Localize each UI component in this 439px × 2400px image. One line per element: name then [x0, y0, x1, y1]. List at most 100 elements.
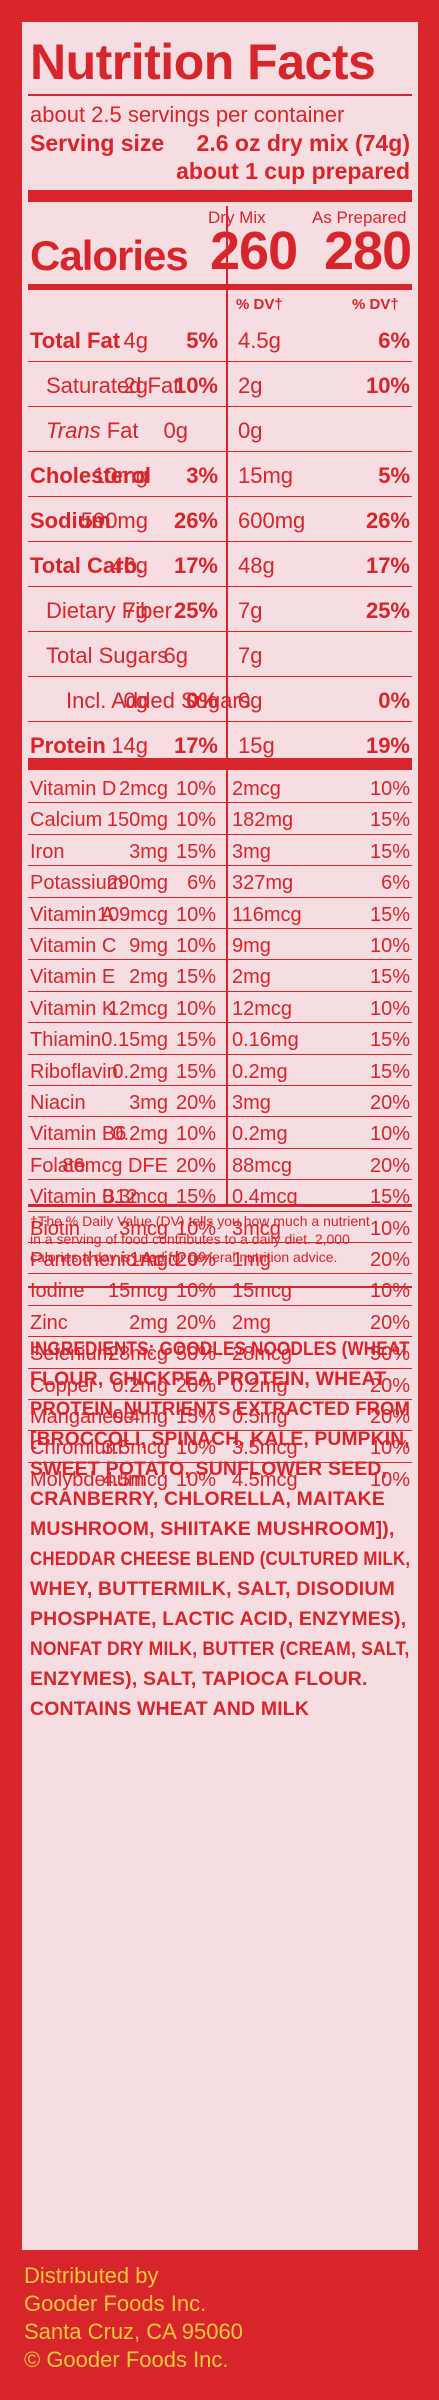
ingredients-divider [28, 1286, 412, 1288]
vitamin-row: Chromium 3.5mcg 10% 3.5mcg 10% [22, 1431, 418, 1462]
prepared-amount: 12mcg [232, 997, 293, 1020]
dry-mix-amount: 0g [163, 418, 188, 443]
prepared-amount: 116mcg [232, 903, 302, 926]
vitamin-row: Pantothenic Acid 1mg 20% 1mg 20% [22, 1243, 418, 1274]
row-divider [28, 721, 412, 722]
vitamin-row: Selenium 28mcg 50% 28mcg 50% [22, 1337, 418, 1368]
vitamin-label: Thiamin [30, 1029, 102, 1052]
vitamin-label: Vitamin D [30, 778, 117, 800]
prepared-amount: 0.2mg [232, 1060, 288, 1083]
dry-mix-amount: 0.2mg [112, 1123, 168, 1146]
vitamin-row: Riboflavin 0.2mg 15% 0.2mg 15% [22, 1055, 418, 1086]
vitamin-row: Vitamin K 12mcg 10% 12mcg 10% [22, 992, 418, 1023]
prepared-dv: 15% [369, 966, 410, 989]
prepared-dv: 15% [369, 840, 410, 863]
dry-mix-dv: 17% [173, 733, 218, 758]
row-divider [28, 451, 412, 452]
prepared-amount: 4.5mcg [232, 1468, 298, 1491]
prepared-dv: 10% [369, 1280, 410, 1303]
row-divider [28, 631, 412, 632]
dry-mix-amount: 14g [111, 733, 148, 758]
row-divider [28, 802, 412, 804]
nutrition-facts-panel: Nutrition Facts about 2.5 servings per c… [22, 22, 418, 2250]
column-header-as-prepared: As Prepared [312, 208, 407, 227]
nutrient-row: Total Carb. 46g 17% 48g 17% [22, 543, 418, 585]
vitamin-label: Molybdenum [30, 1468, 145, 1491]
nutrient-label: Incl. Added Sugars [66, 688, 251, 713]
dry-mix-amount: 15mcg [107, 1280, 168, 1303]
calories-dry-mix: 260 [210, 221, 298, 281]
prepared-amount: 88mcg [232, 1154, 293, 1177]
column-header-dry-mix: Dry Mix [208, 208, 266, 227]
prepared-amount: 0g [238, 688, 263, 713]
prepared-amount: 48g [238, 553, 275, 578]
prepared-dv: 20% [369, 1311, 410, 1334]
row-divider [28, 1367, 412, 1369]
row-divider [28, 1430, 412, 1432]
dry-mix-dv: 20% [175, 1154, 216, 1177]
divider [28, 94, 412, 96]
prepared-dv: 15% [369, 903, 410, 926]
dry-mix-dv: 15% [175, 1186, 216, 1209]
prepared-amount: 15mg [238, 463, 294, 488]
footnote-line: calories a day is used for general nutri… [30, 1249, 338, 1265]
dry-mix-amount: 0.4mg [112, 1406, 168, 1428]
dry-mix-amount: 2mg [129, 966, 168, 989]
row-divider [28, 1179, 412, 1181]
prepared-dv: 15% [369, 1060, 410, 1083]
dry-mix-amount: 86mcg DFE [62, 1154, 168, 1177]
vitamin-row: Potassium 290mg 6% 327mg 6% [22, 866, 418, 897]
row-divider [28, 896, 412, 898]
dry-mix-dv: 10% [175, 903, 216, 926]
row-divider [28, 865, 412, 867]
ingredients-line: NONFAT DRY MILK, BUTTER (CREAM, SALT, [30, 1638, 410, 1660]
servings-per-container: about 2.5 servings per container [30, 102, 345, 127]
ingredients-line: FLOUR, CHICKPEA PROTEIN, WHEAT [30, 1368, 387, 1390]
dry-mix-dv: 20% [175, 1374, 216, 1397]
vitamin-label: Biotin [30, 1217, 81, 1240]
row-divider [28, 496, 412, 497]
thick-divider [28, 190, 412, 202]
prepared-dv: 6% [381, 872, 410, 895]
prepared-amount: 3mg [232, 1092, 271, 1114]
vitamin-row: Vitamin E 2mg 15% 2mg 15% [22, 960, 418, 991]
nutrient-label: Protein [30, 733, 106, 758]
prepared-dv: 10% [369, 1217, 410, 1240]
nutrient-row: Sodium 590mg 26% 600mg 26% [22, 498, 418, 540]
prepared-dv: 6% [378, 328, 410, 353]
vitamin-row: Folate 86mcg DFE 20% 88mcg 20% [22, 1149, 418, 1180]
dry-mix-amount: 0.2mg [112, 1060, 168, 1083]
vitamin-row: Vitamin B12 0.3mcg 15% 0.4mcg 15% [22, 1180, 418, 1211]
dry-mix-amount: 6g [163, 643, 188, 668]
dry-mix-dv: 10% [175, 1468, 216, 1491]
row-divider [28, 1242, 412, 1243]
dry-mix-amount: 2g [123, 373, 148, 398]
ingredients-line: PROTEIN, NUTRIENTS EXTRACTED FROM [30, 1398, 411, 1420]
nutrient-label: Total Sugars [46, 643, 169, 668]
dry-mix-amount: 0g [123, 688, 148, 713]
nutrient-label: Saturated Fat [46, 373, 180, 398]
prepared-amount: 600mg [238, 508, 306, 533]
nutrient-row: Total Fat 4g 5% 4.5g 6% [22, 318, 418, 360]
vitamin-row: Manganese 0.4mg 15% 0.5mg 20% [22, 1400, 418, 1431]
vitamin-label: Niacin [30, 1092, 86, 1114]
dry-mix-dv: 15% [175, 1406, 216, 1428]
row-divider [28, 1085, 412, 1086]
vitamin-row: Biotin 3mcg 10% 3mcg 10% [22, 1212, 418, 1243]
prepared-dv: 20% [369, 1406, 410, 1428]
prepared-amount: 2mg [232, 1311, 271, 1334]
row-divider [28, 990, 412, 992]
calories-as-prepared: 280 [324, 221, 412, 281]
dry-mix-amount: 9mg [129, 935, 168, 957]
vitamin-label: Selenium [30, 1343, 114, 1366]
vitamin-row: Copper 0.2mg 20% 0.2mg 20% [22, 1369, 418, 1400]
vitamin-row: Vitamin B6 0.2mg 10% 0.2mg 10% [22, 1117, 418, 1148]
distributed-by: Distributed by [24, 2263, 159, 2288]
ingredients-line: WHEY, BUTTERMILK, SALT, DISODIUM [30, 1578, 395, 1600]
prepared-amount: 0.5mg [232, 1406, 288, 1428]
dry-mix-dv: 20% [175, 1092, 216, 1114]
prepared-dv: 17% [365, 553, 410, 578]
nutrient-row: Cholesterol 10mg 3% 15mg 5% [22, 453, 418, 495]
nutrient-row: Total Sugars 6g 7g [22, 633, 418, 675]
dry-mix-amount: 2mcg [119, 778, 168, 800]
